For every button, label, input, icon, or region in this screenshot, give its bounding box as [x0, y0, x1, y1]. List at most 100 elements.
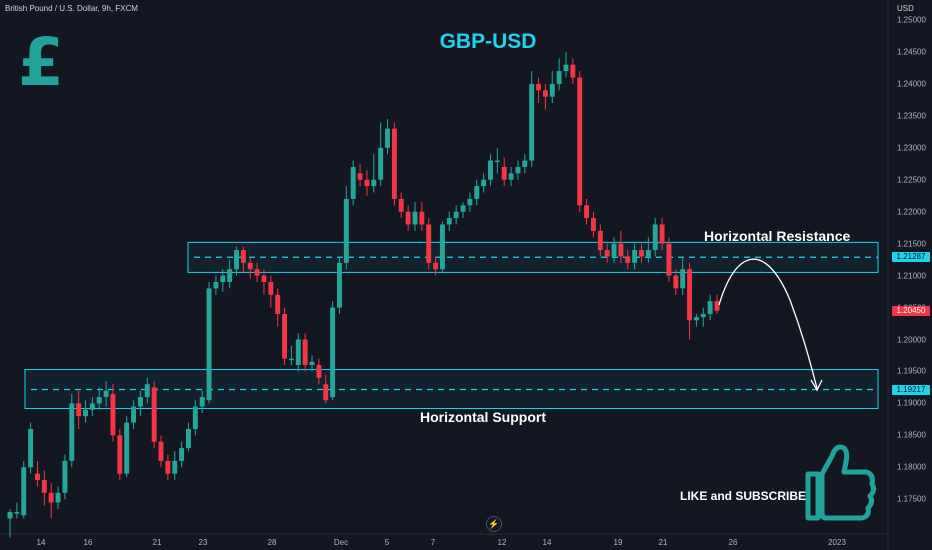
y-tick-label: 1.19500	[897, 366, 926, 376]
price-badge: 1.21287	[892, 252, 930, 263]
candle-body	[412, 211, 418, 225]
candle-body	[625, 256, 631, 263]
candle-body	[76, 403, 82, 417]
y-tick-label: 1.19000	[897, 398, 926, 408]
candle-body	[302, 339, 308, 366]
candle-body	[515, 166, 521, 174]
candle-body	[618, 243, 624, 257]
candle-body	[378, 147, 384, 180]
support-label: Horizontal Support	[420, 409, 546, 425]
candle-body	[55, 492, 61, 503]
candle-body	[330, 307, 336, 398]
candle-body	[673, 275, 679, 289]
x-tick-label: 19	[613, 538, 623, 547]
candle-body	[460, 205, 466, 212]
y-tick-label: 1.23500	[897, 111, 926, 121]
x-tick-label: 21	[152, 538, 162, 547]
y-tick-label: 1.22000	[897, 207, 926, 217]
candle-body	[124, 422, 130, 474]
candle-body	[501, 166, 507, 180]
candle-body	[652, 224, 658, 251]
candle-body	[536, 83, 542, 91]
candle-body	[240, 250, 246, 263]
candle-body	[268, 281, 274, 295]
candle-body	[89, 403, 95, 410]
y-tick-label: 1.24000	[897, 79, 926, 89]
candle-body	[282, 313, 288, 359]
flash-icon[interactable]: ⚡	[486, 516, 502, 532]
y-tick-label: 1.17500	[897, 494, 926, 504]
candle-body	[288, 358, 294, 361]
candle-body	[659, 224, 665, 244]
candle-body	[254, 269, 260, 276]
candle-body	[549, 83, 555, 97]
candle-body	[687, 269, 693, 321]
candle-body	[433, 262, 439, 270]
x-tick-label: Dec	[333, 538, 349, 547]
y-tick-label: 1.22500	[897, 175, 926, 185]
candle-body	[426, 224, 432, 263]
candle-body	[69, 403, 75, 461]
candle-body	[172, 460, 178, 474]
candle-body	[179, 448, 185, 461]
candle-body	[227, 269, 233, 282]
resistance-label: Horizontal Resistance	[704, 228, 851, 244]
candle-body	[165, 460, 171, 474]
y-tick-label: 1.18500	[897, 430, 926, 440]
x-tick-label: 14	[36, 538, 46, 547]
x-tick-label: 2023	[828, 538, 846, 547]
candle-body	[316, 365, 322, 378]
candle-body	[41, 480, 47, 493]
candle-body	[542, 90, 548, 97]
candle-body	[508, 173, 514, 180]
y-tick-label: 1.20000	[897, 335, 926, 344]
chart-title: GBP-USD	[439, 30, 537, 53]
candle-body	[144, 384, 150, 398]
x-tick-label: 28	[267, 538, 277, 547]
candle-body	[494, 160, 500, 163]
candle-body	[199, 397, 205, 407]
candle-body	[295, 339, 301, 366]
symbol-header: British Pound / U.S. Dollar, 9h, FXCM	[5, 4, 138, 13]
candle-body	[700, 313, 706, 318]
y-tick-label: 1.21000	[897, 271, 926, 281]
candle-body	[714, 301, 720, 311]
x-tick-label: 26	[728, 538, 738, 547]
candle-body	[405, 211, 411, 225]
candle-body	[364, 179, 370, 187]
candle-body	[453, 211, 459, 219]
candle-body	[247, 262, 253, 270]
candle-body	[206, 288, 212, 401]
candle-body	[83, 409, 88, 417]
pound-logo-icon: £	[18, 24, 64, 101]
candle-body	[21, 467, 27, 516]
candle-body	[323, 384, 329, 401]
x-tick-label: 14	[542, 538, 552, 547]
candle-body	[556, 71, 562, 84]
price-badge: 1.19217	[892, 384, 930, 395]
candle-body	[192, 406, 198, 429]
arrow-head-icon	[810, 379, 823, 392]
subscribe-text: LIKE and SUBSCRIBE	[680, 489, 807, 503]
candle-body	[584, 205, 590, 219]
y-tick-label: 1.21500	[897, 239, 926, 249]
projection-arrow-path	[718, 258, 818, 389]
candle-body	[185, 428, 191, 449]
candle-body	[337, 262, 342, 308]
candle-body	[398, 198, 404, 212]
price-badge: 1.20450	[892, 305, 930, 316]
currency-label: USD	[897, 4, 914, 13]
candle-body	[467, 198, 473, 206]
candle-body	[261, 275, 267, 282]
candle-body	[350, 166, 356, 199]
candle-body	[34, 473, 40, 481]
candle-body	[234, 250, 239, 270]
y-tick-label: 1.25000	[897, 15, 926, 25]
candle-body	[213, 281, 219, 289]
candle-body	[474, 186, 480, 199]
candle-body	[96, 397, 102, 404]
candle-body	[632, 250, 638, 263]
candle-body	[137, 397, 143, 407]
candle-body	[611, 243, 617, 257]
